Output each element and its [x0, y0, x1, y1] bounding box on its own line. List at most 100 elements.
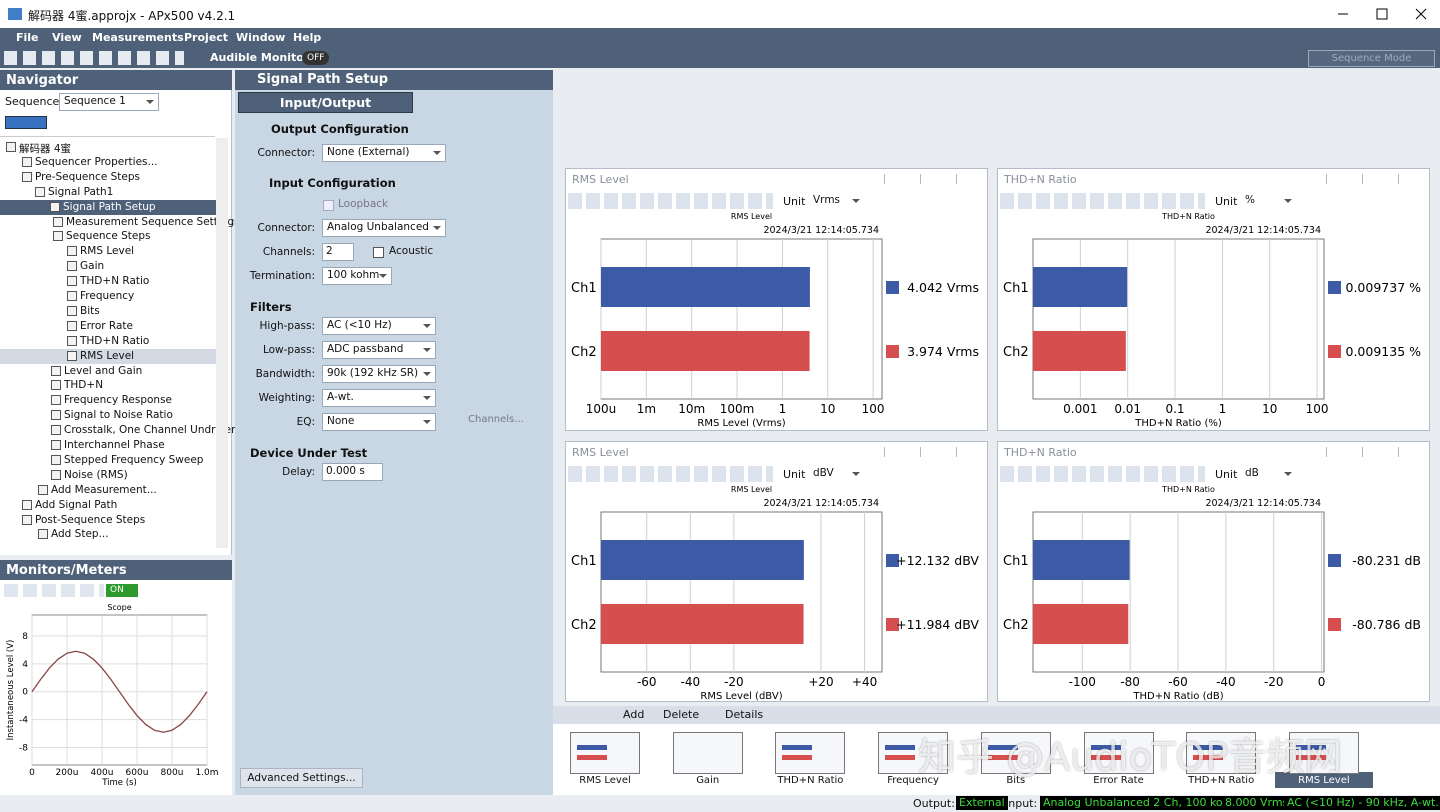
- tree-item[interactable]: Frequency: [80, 290, 135, 302]
- tree-item[interactable]: Signal to Noise Ratio: [64, 409, 173, 422]
- thumbnail[interactable]: [1186, 732, 1257, 774]
- dropdown[interactable]: 100 kohm: [322, 267, 392, 285]
- delete-button[interactable]: Delete: [663, 708, 700, 721]
- checkbox[interactable]: [323, 200, 334, 211]
- window-controls[interactable]: [1326, 174, 1416, 184]
- run-button[interactable]: [5, 116, 47, 129]
- thumbnail[interactable]: [1083, 732, 1154, 774]
- tree-item[interactable]: Level and Gain: [64, 364, 143, 377]
- meter-toolbar[interactable]: [1000, 193, 1205, 209]
- thumbnail-label: Gain: [696, 775, 720, 786]
- category-label: Ch2: [571, 345, 597, 360]
- tree-item[interactable]: Add Step...: [51, 528, 109, 541]
- details-button[interactable]: Details: [725, 708, 764, 721]
- dropdown[interactable]: Analog Unbalanced: [322, 219, 446, 237]
- tree-item[interactable]: Sequence Steps: [66, 230, 151, 243]
- tree-item[interactable]: THD+N Ratio: [80, 334, 150, 347]
- tree-item[interactable]: RMS Level: [80, 245, 135, 258]
- window-controls[interactable]: [884, 447, 974, 457]
- dropdown[interactable]: A-wt.: [322, 389, 436, 407]
- window-controls[interactable]: [1330, 0, 1440, 28]
- x-tick-label: +40: [852, 675, 877, 689]
- toolbar-icons[interactable]: [4, 51, 184, 65]
- checkbox[interactable]: [373, 247, 384, 258]
- dropdown[interactable]: 90k (192 kHz SR): [322, 365, 436, 383]
- dropdown[interactable]: None: [322, 413, 436, 431]
- x-axis-label: THD+N Ratio (dB): [1132, 691, 1223, 702]
- advanced-button[interactable]: Advanced Settings...: [240, 768, 363, 788]
- x-tick-label: -20: [724, 675, 744, 689]
- tree-item[interactable]: Signal Path Setup: [63, 200, 156, 213]
- menu-item[interactable]: Window: [236, 31, 286, 44]
- tree-item[interactable]: Interchannel Phase: [64, 439, 165, 451]
- monitor-toggle[interactable]: OFF: [302, 51, 330, 65]
- tree-item[interactable]: Crosstalk, One Channel Undriven: [64, 424, 238, 437]
- tree-item[interactable]: THD+N Ratio: [80, 275, 150, 288]
- tree-item[interactable]: 解码器 4蜜: [19, 143, 72, 155]
- unit-select[interactable]: dB: [1241, 466, 1296, 484]
- category-label: Ch2: [571, 618, 597, 633]
- tree-item[interactable]: Signal Path1: [48, 185, 114, 198]
- unit-select[interactable]: %: [1241, 193, 1296, 211]
- meter-window-title: RMS Level: [572, 446, 629, 459]
- thumbnail[interactable]: [672, 732, 743, 774]
- sequence-select[interactable]: Sequence 1: [59, 93, 159, 111]
- monitor-state[interactable]: ON: [106, 584, 138, 597]
- dropdown[interactable]: None (External): [322, 144, 446, 162]
- thumbnail-bar: [885, 755, 916, 760]
- meter-toolbar[interactable]: [568, 193, 773, 209]
- dropdown[interactable]: ADC passband: [322, 341, 436, 359]
- legend-swatch: [886, 281, 899, 294]
- window-controls[interactable]: [1326, 447, 1416, 457]
- input-value: Analog Unbalanced 2 Ch, 100 kohm: [1040, 796, 1244, 810]
- thumbnail[interactable]: [570, 732, 640, 774]
- tree-item[interactable]: Add Measurement...: [51, 483, 157, 496]
- window-controls[interactable]: [884, 174, 974, 184]
- acoustic-label: Acoustic: [389, 245, 434, 257]
- tree-item[interactable]: Error Rate: [80, 319, 134, 332]
- delay-input[interactable]: 0.000 s: [322, 463, 383, 481]
- unit-select[interactable]: Vrms: [809, 193, 864, 211]
- section-title: Input Configuration: [269, 176, 396, 190]
- meter-toolbar[interactable]: [568, 466, 773, 482]
- category-label: Ch1: [571, 281, 597, 296]
- page-select[interactable]: Input/Output: [238, 92, 413, 113]
- tree-icon: [53, 231, 63, 242]
- tree-item[interactable]: Stepped Frequency Sweep: [64, 453, 204, 466]
- meter-toolbar[interactable]: [1000, 466, 1205, 482]
- monitors-title: Monitors/Meters: [6, 563, 127, 578]
- tree-item[interactable]: Noise (RMS): [64, 468, 128, 481]
- x-tick-label: 0.01: [1114, 402, 1141, 416]
- tree-item[interactable]: Measurement Sequence Settings...: [66, 215, 250, 228]
- menu-item[interactable]: Project: [184, 31, 229, 44]
- tree-item[interactable]: Frequency Response: [64, 394, 173, 407]
- tree-item[interactable]: Post-Sequence Steps: [35, 513, 146, 526]
- scrollbar[interactable]: [216, 138, 228, 548]
- menu-item[interactable]: View: [52, 31, 82, 44]
- tree-icon: [51, 395, 61, 406]
- unit-select[interactable]: dBV: [809, 466, 864, 484]
- tree-item[interactable]: Gain: [80, 260, 105, 273]
- tree-icon: [38, 529, 48, 540]
- tree-item[interactable]: Sequencer Properties...: [35, 155, 158, 168]
- thumbnail[interactable]: [1288, 732, 1359, 774]
- dropdown[interactable]: AC (<10 Hz): [322, 317, 436, 335]
- thumbnail[interactable]: [878, 732, 949, 774]
- tree-item[interactable]: Bits: [80, 304, 100, 317]
- tree-item[interactable]: Pre-Sequence Steps: [35, 170, 140, 183]
- tree-item[interactable]: RMS Level: [80, 349, 135, 362]
- tree-item[interactable]: Add Signal Path: [35, 498, 118, 511]
- channels-button[interactable]: Channels...: [468, 414, 524, 425]
- add-button[interactable]: Add: [623, 708, 645, 721]
- scope-chart: Scope 8 4 0 -4 -8 0 200u 400u 600u 800u 1.0m Time (s…: [6, 603, 219, 788]
- tree-item[interactable]: THD+N: [64, 379, 104, 392]
- spinbox[interactable]: 2: [322, 243, 354, 261]
- mode-select[interactable]: Sequence Mode: [1308, 50, 1435, 67]
- menu-item[interactable]: File: [16, 31, 39, 44]
- menu-item[interactable]: Measurements: [92, 31, 184, 44]
- monitor-icons[interactable]: [4, 584, 104, 597]
- x-tick-label: 800u: [161, 768, 184, 778]
- menu-item[interactable]: Help: [293, 31, 322, 44]
- thumbnail[interactable]: [775, 732, 846, 774]
- thumbnail[interactable]: [980, 732, 1051, 774]
